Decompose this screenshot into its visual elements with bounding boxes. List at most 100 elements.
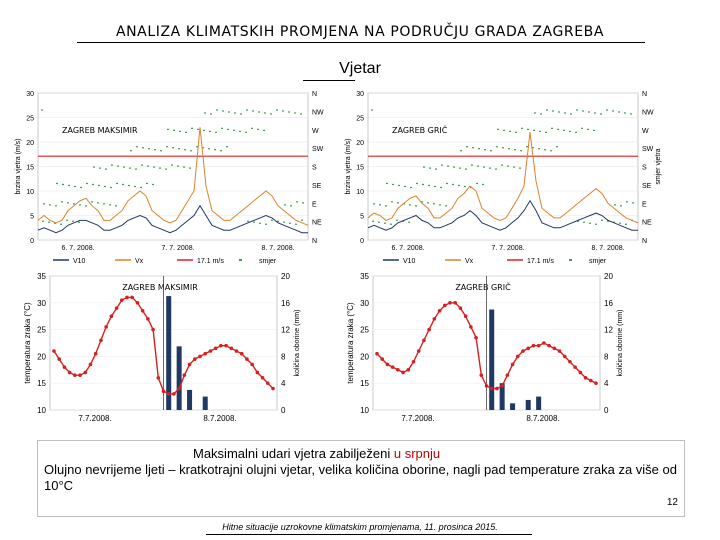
temperature-point — [57, 357, 62, 361]
temperature-point — [557, 349, 562, 353]
direction-point — [408, 221, 410, 223]
direction-point — [478, 148, 480, 150]
temperature-point — [531, 343, 536, 348]
temperature-point — [406, 368, 411, 372]
temperature-point — [463, 314, 468, 318]
direction-point — [588, 111, 590, 113]
series-line-vx — [37, 127, 309, 226]
direction-point — [288, 111, 290, 113]
direction-point — [103, 203, 105, 205]
direction-point — [104, 185, 106, 188]
y-tick-label: 15 — [37, 379, 46, 388]
direction-point — [196, 146, 198, 148]
direction-point — [527, 128, 529, 130]
direction-point — [594, 112, 596, 114]
temperature-point — [396, 368, 400, 372]
temperature-point — [484, 384, 489, 388]
direction-point — [135, 168, 137, 170]
temperature-point — [67, 370, 72, 375]
direction-point — [540, 113, 542, 115]
direction-point — [178, 148, 180, 150]
direction-point — [220, 150, 222, 152]
temperature-point — [213, 346, 218, 351]
y-tick-label: 10 — [26, 189, 34, 196]
page-number: 12 — [666, 497, 678, 508]
direction-point — [167, 128, 169, 130]
footer-note: Hitne situacije uzrokovne klimatskim pro… — [222, 522, 498, 532]
direction-point — [54, 222, 56, 224]
y-tick-label: 35 — [360, 272, 369, 281]
temperature-point — [52, 349, 56, 353]
direction-point — [577, 220, 579, 222]
direction-point — [61, 201, 63, 203]
x-tick-label: 8.7.2008. — [203, 414, 236, 423]
direction-point — [477, 165, 479, 167]
legend-label: V10 — [73, 258, 86, 265]
temperature-point — [542, 341, 546, 345]
direction-point — [130, 150, 132, 152]
direction-point — [257, 128, 259, 130]
temperature-point — [255, 370, 260, 375]
direction-point — [595, 223, 597, 225]
direction-point — [576, 109, 578, 111]
direction-tick-label: NW — [312, 109, 324, 116]
y2-tick-label: 0 — [281, 406, 286, 415]
direction-point — [384, 222, 386, 224]
direction-point — [624, 112, 626, 114]
direction-point — [421, 201, 423, 203]
direction-point — [521, 127, 523, 129]
direction-tick-label: SE — [312, 183, 322, 190]
direction-point — [429, 167, 431, 169]
direction-point — [539, 130, 541, 132]
direction-point — [471, 164, 473, 166]
direction-point — [165, 168, 167, 170]
direction-point — [98, 184, 100, 187]
direction-point — [452, 183, 454, 186]
direction-point — [97, 202, 99, 204]
direction-point — [140, 186, 142, 189]
direction-point — [582, 110, 584, 112]
y-tick-label: 25 — [37, 326, 46, 335]
y-tick-label: 0 — [360, 238, 364, 245]
direction-point — [246, 109, 248, 111]
direction-point — [99, 167, 101, 169]
temperature-point — [245, 357, 249, 361]
y-tick-label: 20 — [37, 352, 46, 361]
direction-point — [294, 112, 296, 114]
direction-point — [427, 202, 429, 204]
temperature-point — [510, 362, 515, 367]
direction-point — [227, 128, 229, 130]
direction-point — [302, 202, 304, 204]
direction-point — [422, 183, 424, 186]
direction-point — [434, 185, 436, 188]
temperature-point — [156, 376, 161, 380]
direction-tick-label: E — [312, 201, 317, 208]
temperature-point — [229, 346, 234, 351]
direction-point — [601, 219, 603, 221]
temperature-point — [479, 373, 484, 377]
direction-point — [390, 223, 392, 225]
direction-point — [78, 221, 80, 223]
direction-point — [189, 167, 191, 169]
direction-point — [433, 203, 435, 205]
direction-point — [73, 203, 75, 205]
direction-point — [148, 148, 150, 150]
direction-point — [208, 148, 210, 150]
temperature-point — [578, 370, 583, 375]
temperature-point — [104, 325, 108, 329]
direction-point — [228, 111, 230, 113]
temperature-point — [526, 346, 531, 351]
temperature-point — [146, 317, 150, 321]
direction-point — [613, 221, 615, 223]
direction-point — [409, 204, 411, 206]
y-tick-label: 30 — [356, 91, 364, 98]
direction-point — [447, 165, 449, 167]
temperature-point — [114, 306, 119, 310]
direction-point — [136, 146, 138, 148]
direction-point — [105, 168, 107, 170]
direction-point — [270, 113, 272, 115]
direction-tick-label: S — [642, 165, 647, 172]
y2-tick-label: 12 — [281, 326, 290, 335]
direction-point — [190, 150, 192, 152]
